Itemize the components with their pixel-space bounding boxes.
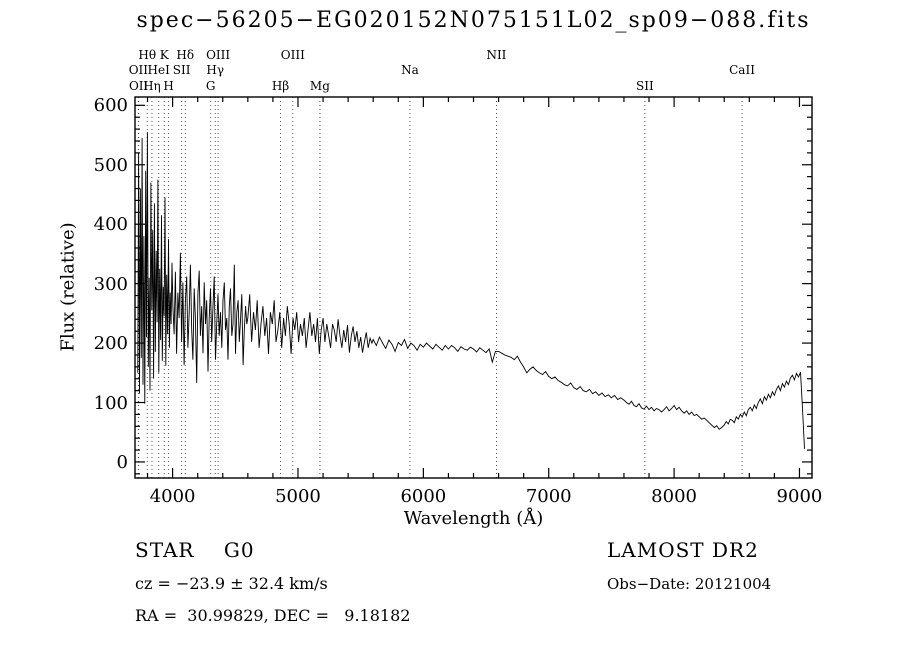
flux-axis-label: Flux (relative)	[57, 222, 79, 352]
obsdate-annotation: Obs−Date: 20121004	[607, 575, 772, 593]
y-tick-label: 0	[116, 451, 128, 473]
axis-ticks	[135, 97, 812, 478]
survey-annotation: LAMOST DR2	[607, 538, 759, 562]
y-tick-label: 300	[93, 273, 128, 295]
x-tick-label: 7000	[525, 486, 572, 507]
y-tick-label: 400	[93, 214, 128, 236]
radec-annotation: RA = 30.99829, DEC = 9.18182	[135, 606, 411, 625]
cz-annotation: cz = −23.9 ± 32.4 km/s	[135, 574, 328, 593]
spectral-line-label: OIII	[206, 48, 231, 62]
class-annotation: STAR G0	[135, 538, 255, 562]
spectral-line-label: CaII	[729, 63, 755, 77]
x-tick-label: 6000	[400, 486, 447, 507]
spectral-line-label: Hβ	[271, 79, 290, 93]
spectral-line-label: NII	[486, 48, 507, 62]
spectral-line-label: K	[159, 48, 169, 62]
spectral-line-label: SII	[172, 63, 191, 77]
spectral-line-label: Hγ	[206, 63, 225, 77]
x-tick-label: 8000	[651, 486, 697, 507]
spectral-line-label: Mg	[309, 79, 330, 93]
spectral-line-label: Hδ	[176, 48, 195, 62]
marker-lines	[137, 97, 743, 478]
spectral-line-label: H	[163, 79, 174, 93]
spectral-line-label: Na	[401, 63, 419, 77]
y-tick-label: 500	[93, 154, 128, 176]
spectral-line-label: SII	[636, 79, 654, 93]
spectral-line-label: OIII	[280, 48, 305, 62]
spectral-line-label: G	[205, 79, 216, 93]
x-tick-label: 9000	[776, 486, 823, 507]
spectrum-trace	[137, 132, 805, 449]
plot-title: spec−56205−EG020152N075151L02_sp09−088.f…	[136, 8, 811, 33]
y-tick-label: 600	[93, 95, 128, 117]
y-tick-label: 200	[93, 333, 128, 355]
spectral-line-label: OII	[128, 63, 149, 77]
spectral-line-label: OII	[128, 79, 149, 93]
spectral-line-label: Hη	[143, 79, 161, 93]
x-tick-label: 5000	[275, 486, 321, 507]
spectral-line-label: Hθ	[138, 48, 157, 62]
wavelength-axis-label: Wavelength (Å)	[403, 508, 544, 529]
spectral-line-label: HeI	[147, 63, 170, 77]
plot-frame	[134, 96, 813, 479]
y-tick-label: 100	[93, 392, 128, 414]
x-tick-label: 4000	[149, 486, 196, 507]
